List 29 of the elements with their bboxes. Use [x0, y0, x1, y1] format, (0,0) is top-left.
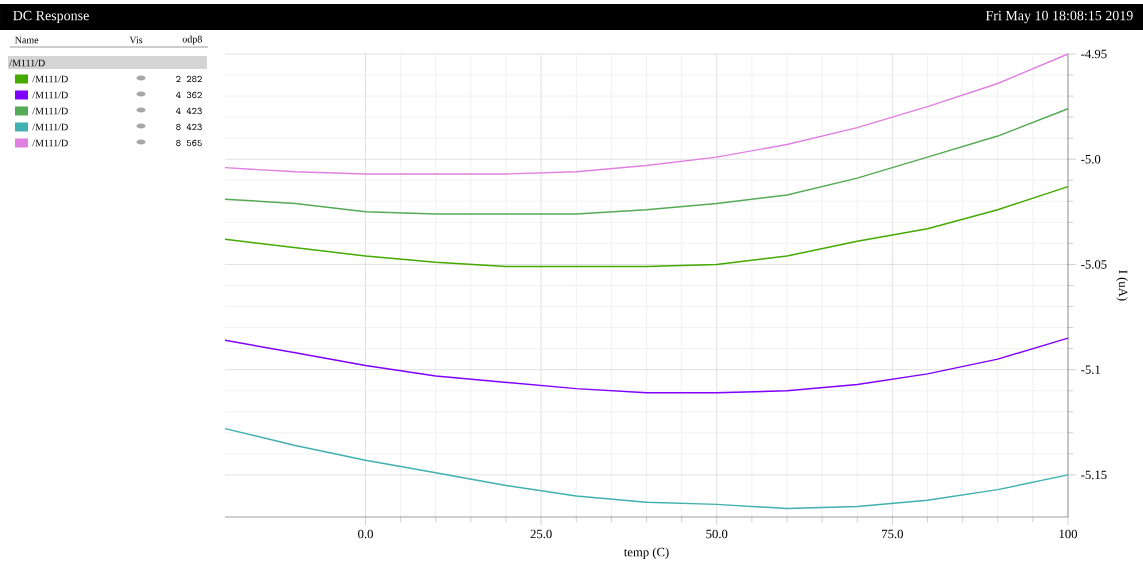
legend-label: /M111/D — [32, 123, 68, 131]
x-tick-label: 0.0 — [358, 529, 373, 539]
x-tick-label: 25.0 — [530, 529, 552, 539]
y-tick-label: -5.0 — [1081, 154, 1101, 164]
text: odp8 — [182, 35, 202, 45]
y-tick-label: -4.95 — [1081, 49, 1107, 59]
text: 4 423 — [176, 107, 202, 115]
line-series — [224, 427, 1069, 510]
legend-title: /M111/D — [9, 59, 45, 67]
text: 8 565 — [176, 139, 202, 147]
legend-label: /M111/D — [32, 139, 68, 147]
x-tick-label: 100 — [1059, 529, 1078, 539]
legend-label: /M111/D — [32, 107, 68, 115]
x-axis-title: temp (C) — [623, 547, 669, 559]
y-tick-label: -5.15 — [1081, 470, 1107, 480]
x-tick-label: 50.0 — [706, 529, 728, 539]
y-tick-label: -5.1 — [1081, 365, 1101, 374]
y-tick-label: -5.05 — [1081, 260, 1107, 269]
chart-subtitle: Fri May 10 18:08:15 2019 — [985, 10, 1133, 24]
x-tick-label: 75.0 — [882, 529, 903, 539]
text: DC Response — [13, 10, 89, 24]
text: 2 282 — [176, 75, 202, 83]
legend-label: /M111/D — [32, 91, 68, 99]
text: Vis — [129, 36, 143, 44]
text: Name — [15, 36, 39, 44]
text: 8 423 — [176, 123, 202, 131]
y-axis-title: I (uA) — [1116, 270, 1128, 301]
legend-label: /M111/D — [32, 75, 68, 83]
text: 4 362 — [176, 91, 202, 99]
